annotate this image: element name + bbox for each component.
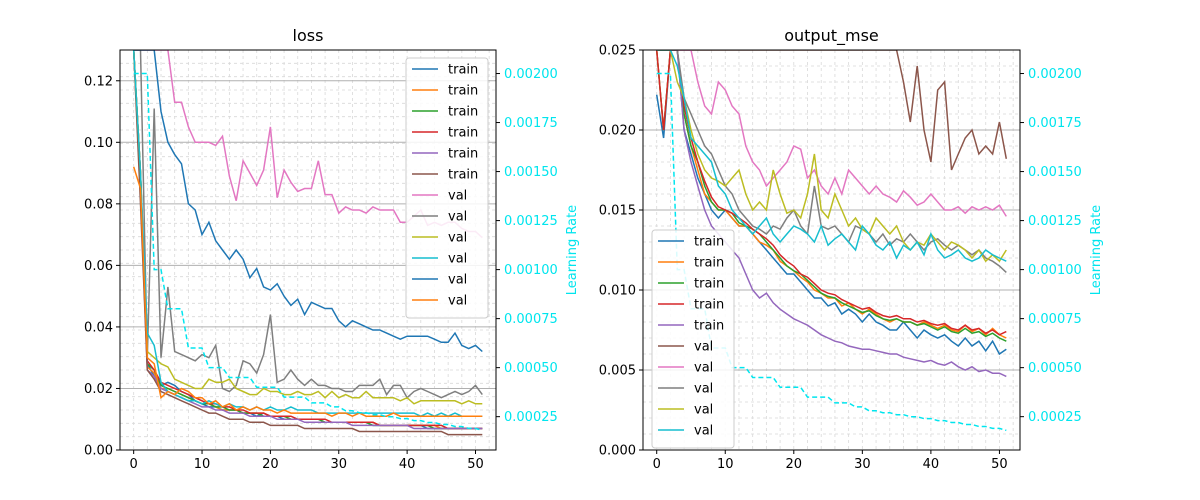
x-tick-label: 50 <box>991 457 1008 472</box>
legend-entry: train <box>448 84 478 99</box>
axes-frame <box>119 49 497 451</box>
x-tick-label: 20 <box>786 457 803 472</box>
lr-tick-label: 0.00150 <box>504 165 558 180</box>
legend-entry: train <box>448 63 478 78</box>
legend-entry: val <box>694 403 713 418</box>
legend-entry: train <box>448 168 478 183</box>
legend: train train train train train val val val val val <box>651 229 735 449</box>
legend-entry: val <box>694 361 713 376</box>
lr-tick-label: 0.00200 <box>504 67 558 82</box>
legend-entry: train <box>694 319 724 334</box>
legend-entry: train <box>694 277 724 292</box>
lr-tick-label: 0.00175 <box>504 116 558 131</box>
lr-tick-label: 0.00200 <box>1028 67 1082 82</box>
x-tick-label: 50 <box>467 457 484 472</box>
loss-panel: 0 10 20 30 40 50 0.00 0.02 0.04 0.06 0.08 0.10 0.12 0… <box>84 26 580 472</box>
lr-tick-label: 0.00125 <box>1028 214 1082 229</box>
legend-entry: train <box>694 298 724 313</box>
series-line-val <box>133 50 483 353</box>
lr-tick-label: 0.00125 <box>504 214 558 229</box>
y-tick-label: 0.10 <box>84 136 113 151</box>
legend-entry: val <box>448 252 467 267</box>
legend-entry: train <box>448 105 478 120</box>
chart-title: output_mse <box>784 26 879 46</box>
legend-entry: val <box>694 382 713 397</box>
learning-rate-line <box>133 72 483 432</box>
legend-entry: train <box>694 256 724 271</box>
x-tick-label: 0 <box>130 457 138 472</box>
y-tick-label: 0.06 <box>84 259 113 274</box>
series-line-val <box>656 50 1007 263</box>
legend-entry: val <box>448 294 467 309</box>
lr-tick-label: 0.00100 <box>504 263 558 278</box>
lr-axis-label: Learning Rate <box>565 205 580 295</box>
y-tick-label: 0.08 <box>84 197 113 212</box>
legend-entry: train <box>448 147 478 162</box>
x-tick-label: 0 <box>653 457 661 472</box>
legend-entry: val <box>448 210 467 225</box>
series-line-val <box>656 50 1007 263</box>
legend-entry: val <box>448 189 467 204</box>
y-tick-label: 0.020 <box>599 124 636 139</box>
axes-frame <box>642 49 1021 451</box>
series-line-val <box>656 50 1008 171</box>
x-tick-label: 30 <box>854 457 871 472</box>
legend-box <box>651 229 735 449</box>
series-line-val <box>133 50 483 399</box>
series-line-train <box>132 50 483 430</box>
legend-entry: val <box>448 231 467 246</box>
x-tick-label: 40 <box>923 457 940 472</box>
lr-tick-label: 0.00150 <box>1028 165 1082 180</box>
x-tick-label: 10 <box>717 457 734 472</box>
lr-tick-label: 0.00075 <box>504 312 558 327</box>
series-line-val <box>132 50 483 405</box>
x-tick-label: 40 <box>399 457 416 472</box>
series-line-val <box>132 50 483 418</box>
output-mse-panel: 0 10 20 30 40 50 0.000 0.005 0.010 0.015 0.020 0.02… <box>599 26 1104 472</box>
lr-tick-label: 0.00025 <box>504 410 558 425</box>
legend-entry: val <box>448 273 467 288</box>
y-tick-label: 0.015 <box>599 204 636 219</box>
series-line-train <box>655 50 1007 336</box>
series-line-train <box>132 50 483 436</box>
lr-tick-label: 0.00075 <box>1028 312 1082 327</box>
x-tick-label: 20 <box>262 457 279 472</box>
legend-entry: val <box>694 340 713 355</box>
legend-entry: train <box>694 235 724 250</box>
legend: train train train train train train val val val v… <box>405 57 489 319</box>
y-tick-label: 0.04 <box>84 320 113 335</box>
legend-entry: val <box>694 424 713 439</box>
y-tick-label: 0.005 <box>599 364 636 379</box>
y-tick-label: 0.000 <box>599 444 636 459</box>
series-line-val <box>132 166 483 418</box>
y-tick-label: 0.010 <box>599 284 636 299</box>
series-line-train <box>132 50 483 430</box>
lr-tick-label: 0.00025 <box>1028 410 1082 425</box>
lr-axis-label: Learning Rate <box>1089 205 1104 295</box>
series-line-val <box>656 50 1007 273</box>
y-tick-label: 0.12 <box>84 74 113 89</box>
series-line-train <box>655 50 1007 342</box>
y-tick-label: 0.00 <box>84 444 113 459</box>
chart-title: loss <box>293 26 324 45</box>
legend-entry: train <box>448 126 478 141</box>
lr-tick-label: 0.00175 <box>1028 116 1082 131</box>
lr-tick-label: 0.00050 <box>504 361 558 376</box>
series-line-val <box>656 50 1007 217</box>
x-tick-label: 30 <box>330 457 347 472</box>
series-line-train <box>655 50 1007 356</box>
lr-tick-label: 0.00100 <box>1028 263 1082 278</box>
lr-tick-label: 0.00050 <box>1028 361 1082 376</box>
legend-box <box>405 57 489 319</box>
y-tick-label: 0.025 <box>599 44 636 59</box>
series-lines <box>132 50 483 436</box>
x-tick-label: 10 <box>194 457 211 472</box>
y-tick-label: 0.02 <box>84 382 113 397</box>
